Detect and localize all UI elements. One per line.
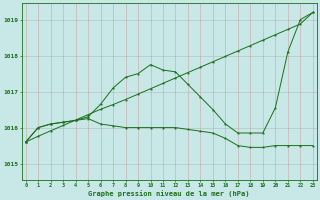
X-axis label: Graphe pression niveau de la mer (hPa): Graphe pression niveau de la mer (hPa) — [89, 190, 250, 197]
